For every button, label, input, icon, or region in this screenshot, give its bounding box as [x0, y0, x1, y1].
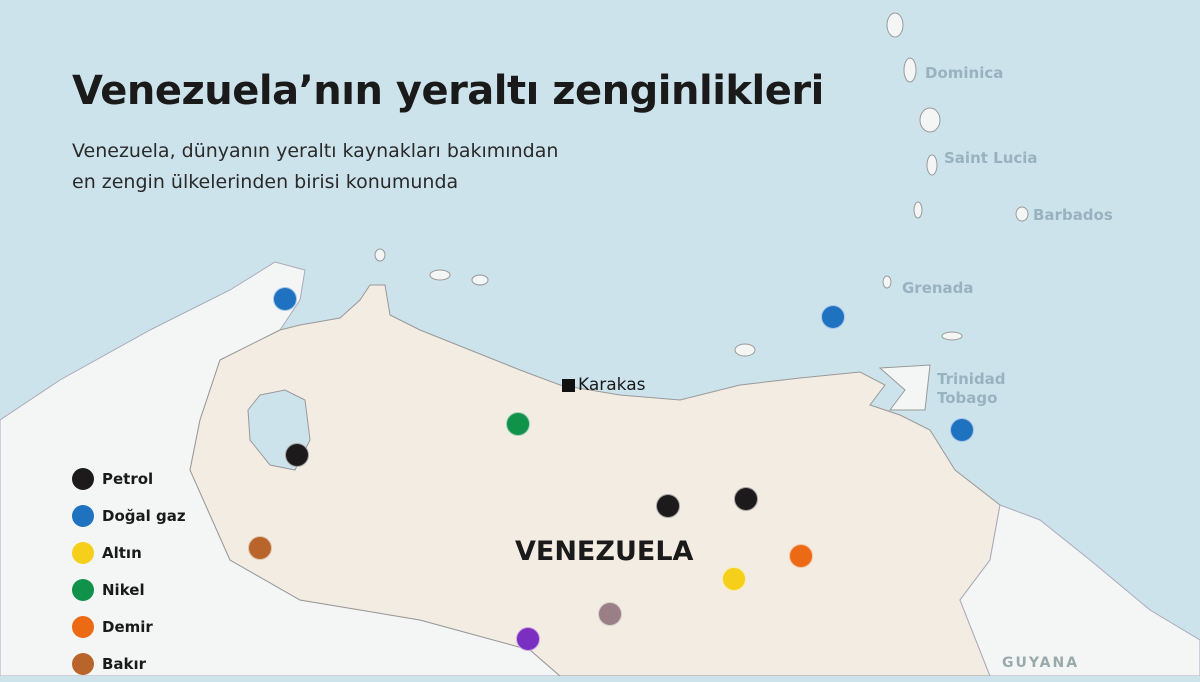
legend: Petrol Doğal gaz Altın Nikel Demir Bakır: [72, 460, 186, 682]
legend-label: Bakır: [102, 654, 147, 673]
legend-item-bakir: Bakır: [72, 645, 186, 682]
petrol-marker: [734, 487, 758, 511]
guyana-land: [959, 504, 1200, 676]
gas-marker: [273, 287, 297, 311]
copper-dot-icon: [72, 652, 94, 675]
label-trinidad: Trinidad: [937, 370, 1006, 388]
label-dominica: Dominica: [925, 64, 1004, 82]
label-guyana: GUYANA: [1002, 655, 1080, 671]
island: [919, 107, 941, 133]
island: [941, 331, 963, 341]
island: [903, 57, 917, 83]
islands: [374, 12, 1029, 357]
nickel-dot-icon: [72, 578, 94, 601]
nickel-marker: [506, 412, 530, 436]
venezuela-land: [189, 284, 1001, 676]
legend-label: Petrol: [102, 469, 154, 488]
island: [1015, 206, 1029, 222]
island: [734, 343, 756, 357]
label-barbados: Barbados: [1033, 206, 1113, 224]
gold-dot-icon: [72, 541, 94, 564]
capital-marker: Karakas: [562, 375, 646, 395]
label-tobago: Tobago: [937, 389, 998, 407]
legend-label: Nikel: [102, 580, 145, 599]
legend-label: Demir: [102, 617, 153, 636]
island: [886, 12, 904, 38]
island: [926, 154, 938, 176]
iron-dot-icon: [72, 615, 94, 638]
legend-label: Altın: [102, 543, 142, 562]
island: [374, 248, 386, 262]
gas-marker: [950, 418, 974, 442]
label-saint-lucia: Saint Lucia: [944, 149, 1038, 167]
legend-item-petrol: Petrol: [72, 460, 186, 497]
legend-item-altin: Altın: [72, 534, 186, 571]
trinidad: [878, 364, 931, 411]
island: [429, 269, 451, 281]
legend-item-dogal-gaz: Doğal gaz: [72, 497, 186, 534]
island: [913, 201, 923, 219]
legend-label: Doğal gaz: [102, 506, 186, 525]
island: [882, 275, 892, 289]
capital-label: Karakas: [578, 375, 646, 395]
petrol-dot-icon: [72, 467, 94, 490]
label-grenada: Grenada: [902, 279, 974, 297]
map-subtitle: Venezuela, dünyanın yeraltı kaynakları b…: [72, 136, 558, 198]
petrol-marker: [285, 443, 309, 467]
capital-square-icon: [562, 378, 575, 392]
iron-marker: [789, 544, 813, 568]
gold-marker: [722, 567, 746, 591]
country-label: VENEZUELA: [515, 536, 694, 567]
map-title: Venezuela’nın yeraltı zenginlikleri: [72, 68, 824, 114]
subtitle-line: Venezuela, dünyanın yeraltı kaynakları b…: [72, 140, 559, 162]
label-trinidad-tobago: Trinidad Tobago: [937, 370, 1006, 408]
subtitle-line: en zengin ülkelerinden birisi konumunda: [72, 171, 459, 193]
island: [471, 274, 489, 286]
gas-dot-icon: [72, 504, 94, 527]
gas-marker: [821, 305, 845, 329]
petrol-marker: [656, 494, 680, 518]
copper-marker: [248, 536, 272, 560]
legend-item-nikel: Nikel: [72, 571, 186, 608]
legend-item-demir: Demir: [72, 608, 186, 645]
mauve-marker: [598, 602, 622, 626]
purple-marker: [516, 627, 540, 651]
